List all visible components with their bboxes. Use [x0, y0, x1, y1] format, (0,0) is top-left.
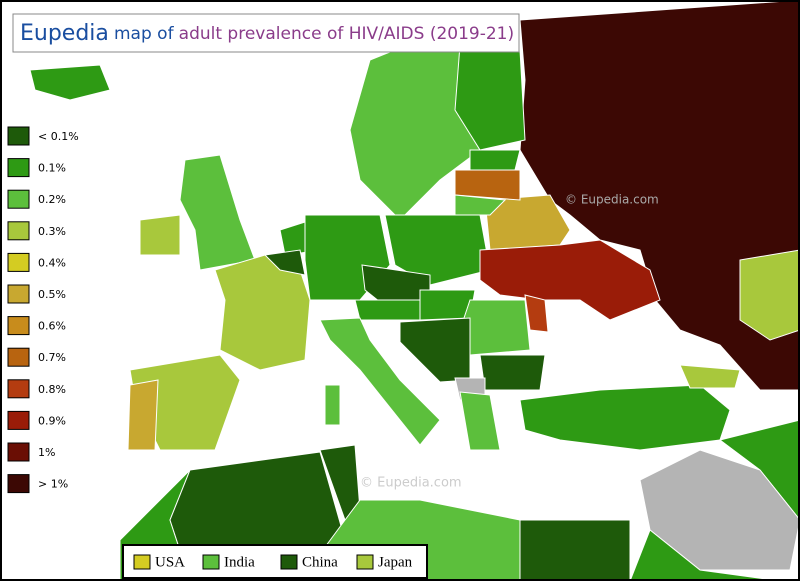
title-text: adult prevalence of HIV/AIDS (2019-21) — [179, 24, 514, 44]
comparison-label: Japan — [378, 554, 413, 570]
comparison-swatch — [356, 554, 374, 570]
latvia — [454, 169, 521, 201]
legend-swatch — [7, 442, 30, 462]
portugal — [127, 379, 159, 451]
austria — [354, 299, 421, 321]
legend-swatch — [7, 221, 30, 241]
georgia — [679, 364, 741, 389]
legend: < 0.1% 0.1% 0.2% 0.3% 0.4% 0.5% 0.6% 0.7% 0.8% 0.… — [7, 126, 79, 494]
legend-label: 0.9% — [38, 414, 66, 427]
ireland — [139, 214, 181, 256]
legend-label: > 1% — [38, 478, 68, 491]
legend-label: < 0.1% — [38, 130, 79, 143]
uk — [179, 154, 256, 271]
comparison-legend: USA India China Japan — [133, 554, 413, 570]
comparison-swatch — [280, 554, 298, 570]
legend-label: 0.5% — [38, 288, 66, 301]
title: Eupedia map of adult prevalence of HIV/A… — [20, 21, 514, 46]
comparison-label: China — [302, 554, 338, 570]
legend-label: 0.2% — [38, 193, 66, 206]
ukraine — [479, 239, 661, 321]
comparison-box — [122, 544, 428, 579]
comparison-swatch — [133, 554, 151, 570]
comparison-swatch — [202, 554, 220, 570]
greece — [459, 391, 501, 451]
belarus — [484, 194, 571, 251]
balkans — [399, 317, 471, 383]
legend-label: 0.8% — [38, 383, 66, 396]
legend-swatch — [7, 284, 30, 304]
legend-label: 0.4% — [38, 256, 66, 269]
title-prefix: map of — [114, 24, 175, 44]
legend-swatch — [7, 474, 30, 494]
legend-label: 1% — [38, 446, 55, 459]
legend-swatch — [7, 126, 30, 146]
sardinia — [324, 384, 341, 426]
legend-swatch — [7, 347, 30, 367]
title-box — [12, 13, 520, 53]
belgium — [263, 249, 306, 276]
kazakhstan — [739, 249, 800, 341]
legend-label: 0.3% — [38, 225, 66, 238]
watermark: © Eupedia.com — [565, 193, 659, 207]
iceland — [29, 64, 111, 101]
legend-swatch — [7, 189, 30, 209]
comparison-label: India — [224, 554, 255, 570]
legend-swatch — [7, 410, 30, 430]
estonia — [469, 149, 521, 171]
watermark: © Eupedia.com — [360, 476, 462, 491]
legend-swatch — [7, 158, 30, 178]
legend-swatch — [7, 252, 30, 272]
lithuania — [454, 194, 507, 216]
legend-label: 0.1% — [38, 162, 66, 175]
legend-swatch — [7, 379, 30, 399]
moldova — [524, 294, 549, 333]
bulgaria — [479, 354, 546, 391]
legend-label: 0.6% — [38, 320, 66, 333]
italy — [319, 317, 441, 446]
legend-label: 0.7% — [38, 351, 66, 364]
legend-swatch — [7, 316, 30, 336]
egypt — [519, 519, 631, 581]
saudi-arabia — [629, 529, 781, 581]
brand: Eupedia — [20, 21, 109, 46]
comparison-label: USA — [155, 554, 185, 570]
